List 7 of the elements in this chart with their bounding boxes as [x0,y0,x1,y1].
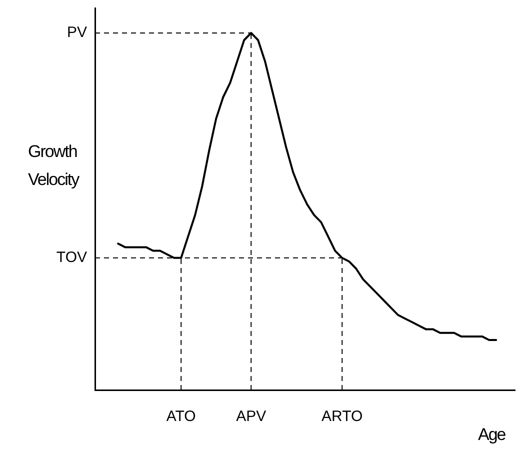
ref-line-label: TOV [56,249,87,266]
x-tick-label: ARTO [322,408,363,426]
x-tick-label: ATO [166,408,196,426]
y-axis-title: Growth Velocity [28,141,80,191]
ref-line-label: PV [66,24,87,42]
x-tick-label: APV [236,408,266,426]
x-axis-title: Age [478,425,506,445]
